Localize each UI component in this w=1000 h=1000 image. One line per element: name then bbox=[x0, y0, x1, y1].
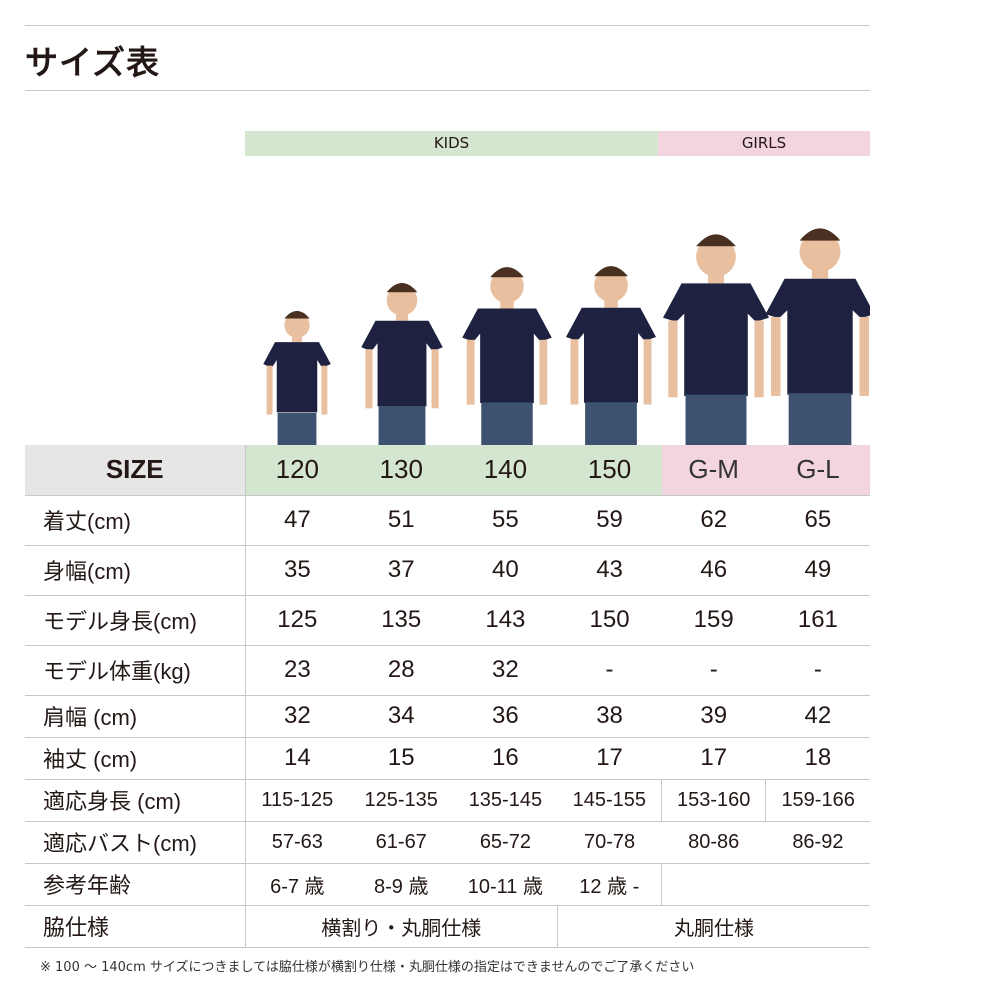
table-row: モデル身長(cm) 125 135 143 150 159 161 bbox=[25, 595, 870, 646]
row-label: 袖丈 (cm) bbox=[25, 737, 246, 780]
row-label: 参考年齢 bbox=[25, 863, 246, 906]
size-gl: G-L bbox=[765, 445, 870, 496]
cell: - bbox=[765, 645, 870, 696]
model-figure bbox=[462, 267, 552, 445]
model-figure bbox=[361, 283, 443, 445]
footnote: ※ 100 ～ 140cm サイズにつきましては脇仕様が横割り仕様・丸胴仕様の指… bbox=[40, 960, 695, 975]
cell: 159 bbox=[661, 595, 766, 646]
top-divider bbox=[25, 25, 870, 26]
row-label: 肩幅 (cm) bbox=[25, 695, 246, 738]
cell: 47 bbox=[245, 495, 350, 546]
cell: 65 bbox=[765, 495, 870, 546]
size-label: SIZE bbox=[25, 445, 246, 496]
cell: 32 bbox=[453, 645, 558, 696]
size-140: 140 bbox=[453, 445, 558, 496]
cell: 49 bbox=[765, 545, 870, 596]
cell: 42 bbox=[765, 695, 870, 738]
cell: 43 bbox=[557, 545, 662, 596]
cell: 55 bbox=[453, 495, 558, 546]
size-table: SIZE 120 130 140 150 G-M G-L 着丈(cm) 47 51 5… bbox=[25, 445, 870, 948]
cell: 18 bbox=[765, 737, 870, 780]
cell: 17 bbox=[557, 737, 662, 780]
cell: 横割り・丸胴仕様 bbox=[245, 905, 558, 948]
page-title: サイズ表 bbox=[25, 43, 161, 82]
model-photos bbox=[263, 228, 870, 445]
kids-band: KIDS bbox=[245, 131, 658, 156]
model-figure bbox=[663, 234, 769, 445]
row-label: 適応身長 (cm) bbox=[25, 779, 246, 822]
cell: 23 bbox=[245, 645, 350, 696]
table-row: 袖丈 (cm) 14 15 16 17 17 18 bbox=[25, 737, 870, 780]
cell: 32 bbox=[245, 695, 350, 738]
table-row: 適応身長 (cm) 115-125 125-135 135-145 145-155 153… bbox=[25, 779, 870, 822]
empty-cell bbox=[661, 863, 870, 906]
row-label: 着丈(cm) bbox=[25, 495, 246, 546]
table-row: 脇仕様 横割り・丸胴仕様 丸胴仕様 bbox=[25, 905, 870, 948]
cell: 17 bbox=[661, 737, 766, 780]
row-label: 身幅(cm) bbox=[25, 545, 246, 596]
cell: 125 bbox=[245, 595, 350, 646]
cell: 16 bbox=[453, 737, 558, 780]
cell: 37 bbox=[349, 545, 454, 596]
table-row: 肩幅 (cm) 32 34 36 38 39 42 bbox=[25, 695, 870, 738]
cell: - bbox=[557, 645, 662, 696]
cell: 145-155 bbox=[557, 779, 662, 822]
cell: 46 bbox=[661, 545, 766, 596]
size-150: 150 bbox=[557, 445, 662, 496]
cell: 135 bbox=[349, 595, 454, 646]
table-row: 適応バスト(cm) 57-63 61-67 65-72 70-78 80-86 86-92 bbox=[25, 821, 870, 864]
cell: 12 歳 - bbox=[557, 863, 662, 906]
model-figure bbox=[263, 310, 331, 445]
row-label: 適応バスト(cm) bbox=[25, 821, 246, 864]
cell: 59 bbox=[557, 495, 662, 546]
size-header-row: SIZE 120 130 140 150 G-M G-L bbox=[25, 445, 870, 496]
row-label: 脇仕様 bbox=[25, 905, 246, 948]
cell: 161 bbox=[765, 595, 870, 646]
cell: 40 bbox=[453, 545, 558, 596]
cell: 14 bbox=[245, 737, 350, 780]
table-row: 着丈(cm) 47 51 55 59 62 65 bbox=[25, 495, 870, 546]
cell: 86-92 bbox=[765, 821, 870, 864]
size-120: 120 bbox=[245, 445, 350, 496]
cell: 143 bbox=[453, 595, 558, 646]
cell: 150 bbox=[557, 595, 662, 646]
cell: 15 bbox=[349, 737, 454, 780]
cell: 8-9 歳 bbox=[349, 863, 454, 906]
cell: 36 bbox=[453, 695, 558, 738]
cell: 61-67 bbox=[349, 821, 454, 864]
cell: 153-160 bbox=[661, 779, 766, 822]
table-row: モデル体重(kg) 23 28 32- - - bbox=[25, 645, 870, 696]
cell: 丸胴仕様 bbox=[556, 905, 870, 948]
title-divider bbox=[25, 90, 870, 91]
size-130: 130 bbox=[349, 445, 454, 496]
cell: 135-145 bbox=[453, 779, 558, 822]
cell: 28 bbox=[349, 645, 454, 696]
table-row: 参考年齢 6-7 歳 8-9 歳 10-11 歳 12 歳 - bbox=[25, 863, 870, 906]
cell: 10-11 歳 bbox=[453, 863, 558, 906]
cell: 62 bbox=[661, 495, 766, 546]
cell: 70-78 bbox=[557, 821, 662, 864]
cell: 159-166 bbox=[765, 779, 870, 822]
cell: 57-63 bbox=[245, 821, 350, 864]
cell: 125-135 bbox=[349, 779, 454, 822]
cell: 34 bbox=[349, 695, 454, 738]
cell: 38 bbox=[557, 695, 662, 738]
row-label: モデル体重(kg) bbox=[25, 645, 246, 696]
row-label: モデル身長(cm) bbox=[25, 595, 246, 646]
cell: 115-125 bbox=[245, 779, 350, 822]
cell: 80-86 bbox=[661, 821, 766, 864]
model-figure bbox=[566, 266, 656, 445]
size-gm: G-M bbox=[661, 445, 766, 496]
cell: 35 bbox=[245, 545, 350, 596]
table-row: 身幅(cm) 35 37 40 43 46 49 bbox=[25, 545, 870, 596]
cell: 65-72 bbox=[453, 821, 558, 864]
girls-band: GIRLS bbox=[658, 131, 870, 156]
cell: 39 bbox=[661, 695, 766, 738]
model-figure bbox=[765, 228, 870, 445]
cell: 6-7 歳 bbox=[245, 863, 350, 906]
cell: - bbox=[661, 645, 766, 696]
cell: 51 bbox=[349, 495, 454, 546]
